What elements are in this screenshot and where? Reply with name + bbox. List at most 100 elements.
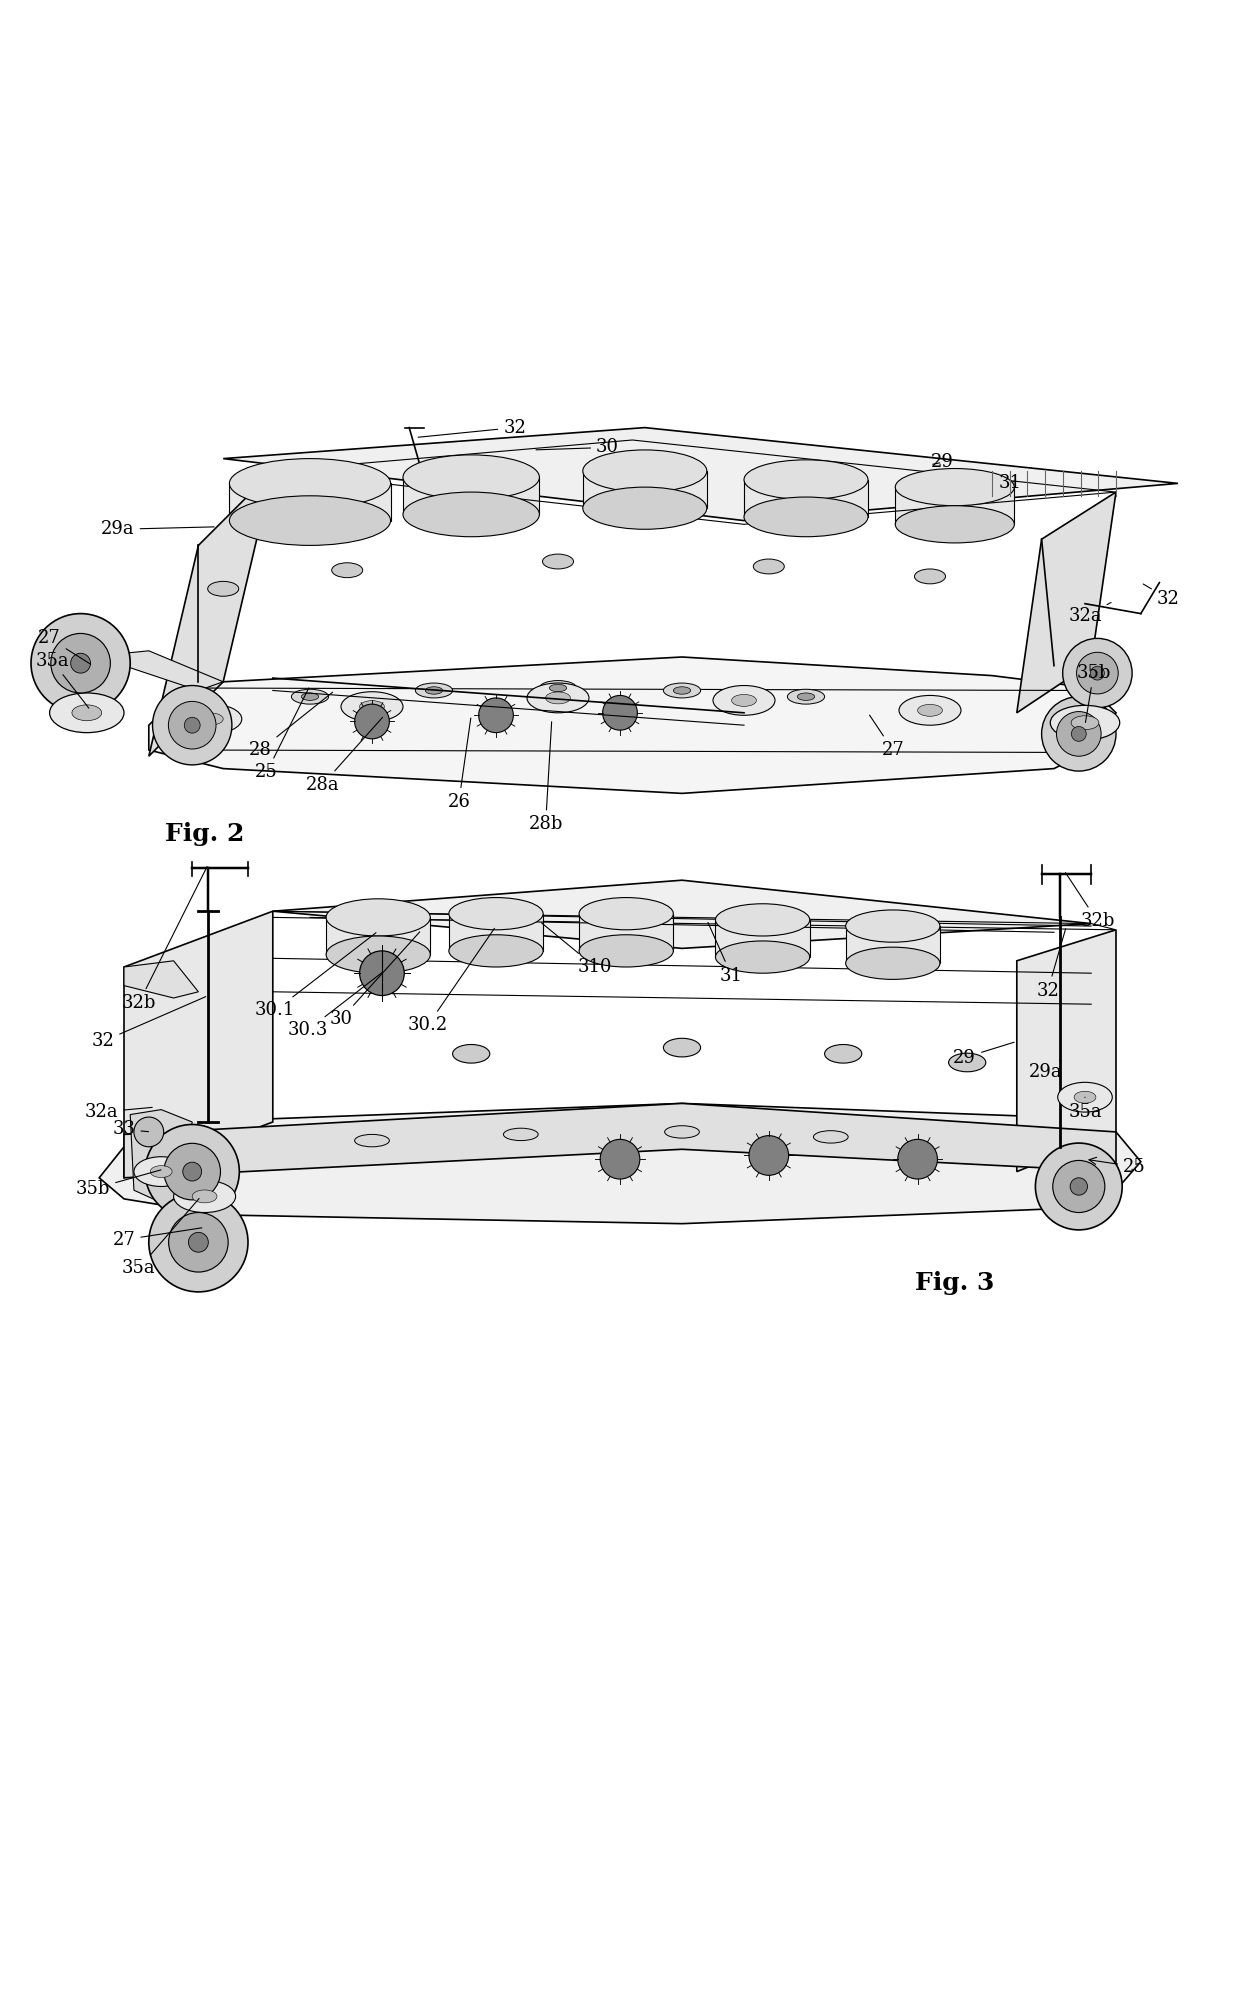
Text: 27: 27: [38, 629, 91, 665]
Ellipse shape: [291, 689, 329, 705]
Ellipse shape: [825, 1044, 862, 1064]
Circle shape: [169, 701, 216, 748]
Text: 28b: 28b: [528, 723, 563, 834]
Text: 31: 31: [999, 475, 1022, 493]
Ellipse shape: [732, 695, 756, 707]
Ellipse shape: [72, 705, 102, 721]
Ellipse shape: [543, 555, 573, 569]
Polygon shape: [449, 914, 543, 950]
Polygon shape: [583, 471, 707, 509]
Text: Fig. 3: Fig. 3: [915, 1271, 994, 1295]
Ellipse shape: [663, 1038, 701, 1058]
Polygon shape: [895, 487, 1014, 525]
Ellipse shape: [949, 1054, 986, 1072]
Ellipse shape: [403, 493, 539, 537]
Circle shape: [1056, 711, 1101, 756]
Text: 32: 32: [1143, 585, 1179, 607]
Text: 30.1: 30.1: [255, 932, 376, 1020]
Text: 35a: 35a: [1068, 1098, 1102, 1122]
Text: 32: 32: [1037, 928, 1065, 1000]
Circle shape: [1053, 1160, 1105, 1212]
Ellipse shape: [192, 1190, 217, 1204]
Ellipse shape: [549, 685, 567, 693]
Ellipse shape: [787, 689, 825, 705]
Circle shape: [71, 653, 91, 673]
Ellipse shape: [546, 693, 570, 705]
Ellipse shape: [744, 497, 868, 537]
Circle shape: [149, 1194, 248, 1291]
Circle shape: [479, 699, 513, 733]
Ellipse shape: [895, 469, 1014, 505]
Circle shape: [749, 1136, 789, 1176]
Text: 31: 31: [708, 922, 743, 984]
Ellipse shape: [813, 1130, 848, 1144]
Text: 25: 25: [1089, 1158, 1146, 1176]
Ellipse shape: [846, 910, 940, 942]
Polygon shape: [124, 1104, 1116, 1178]
Text: Fig. 2: Fig. 2: [165, 822, 244, 846]
Ellipse shape: [579, 898, 673, 930]
Ellipse shape: [539, 681, 577, 695]
Circle shape: [360, 950, 404, 996]
Polygon shape: [846, 926, 940, 964]
Polygon shape: [149, 471, 273, 756]
Polygon shape: [273, 880, 1091, 948]
Circle shape: [182, 1162, 202, 1182]
Circle shape: [31, 613, 130, 713]
Ellipse shape: [50, 693, 124, 733]
Ellipse shape: [360, 701, 384, 713]
Ellipse shape: [663, 683, 701, 699]
Ellipse shape: [744, 459, 868, 499]
Ellipse shape: [583, 487, 707, 529]
Circle shape: [898, 1140, 937, 1180]
Text: 29: 29: [931, 453, 954, 471]
Ellipse shape: [895, 505, 1014, 543]
Circle shape: [1071, 727, 1086, 741]
Circle shape: [1070, 1178, 1087, 1196]
Polygon shape: [744, 479, 868, 517]
Text: 32a: 32a: [84, 1104, 153, 1122]
Ellipse shape: [180, 705, 242, 735]
Ellipse shape: [425, 687, 443, 695]
Ellipse shape: [326, 898, 430, 936]
Ellipse shape: [1048, 711, 1110, 741]
Ellipse shape: [207, 581, 238, 597]
Ellipse shape: [150, 1166, 172, 1178]
Circle shape: [1090, 667, 1105, 681]
Text: 35b: 35b: [76, 1170, 161, 1198]
Text: 27: 27: [869, 715, 904, 758]
Text: 310: 310: [542, 922, 613, 976]
Ellipse shape: [673, 687, 691, 695]
Text: 32b: 32b: [1065, 872, 1115, 930]
Text: 29a: 29a: [100, 521, 215, 539]
Ellipse shape: [665, 1126, 699, 1138]
Polygon shape: [1017, 493, 1116, 713]
Ellipse shape: [583, 449, 707, 493]
Ellipse shape: [449, 898, 543, 930]
Polygon shape: [149, 657, 1116, 792]
Polygon shape: [87, 651, 223, 691]
Ellipse shape: [1066, 719, 1091, 731]
Ellipse shape: [341, 693, 403, 721]
Circle shape: [1042, 697, 1116, 770]
Circle shape: [134, 1118, 164, 1148]
Text: 30: 30: [536, 439, 619, 457]
Ellipse shape: [301, 693, 319, 701]
Ellipse shape: [1058, 1082, 1112, 1112]
Circle shape: [164, 1144, 221, 1200]
Text: 32a: 32a: [1068, 603, 1111, 625]
Polygon shape: [403, 477, 539, 515]
Text: 32: 32: [92, 996, 206, 1050]
Ellipse shape: [579, 934, 673, 966]
Ellipse shape: [453, 1044, 490, 1064]
Ellipse shape: [134, 1158, 188, 1186]
Circle shape: [1063, 639, 1132, 709]
Text: 35a: 35a: [122, 1198, 200, 1277]
Ellipse shape: [753, 559, 784, 575]
Circle shape: [145, 1124, 239, 1220]
Ellipse shape: [326, 936, 430, 974]
Ellipse shape: [332, 563, 363, 577]
Text: 35a: 35a: [35, 653, 89, 709]
Polygon shape: [326, 918, 430, 954]
Polygon shape: [223, 427, 1178, 521]
